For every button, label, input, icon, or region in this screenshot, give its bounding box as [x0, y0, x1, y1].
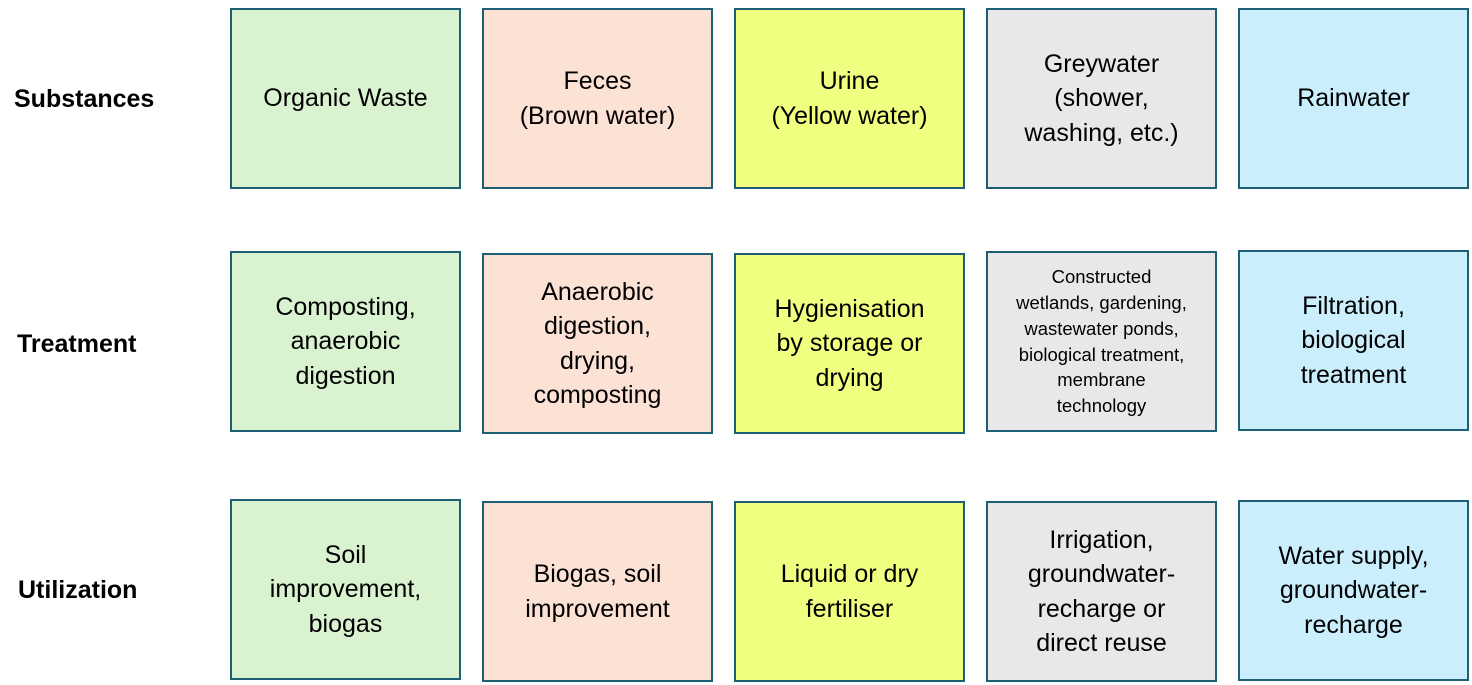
- treatment-greywater-box: Constructed wetlands, gardening, wastewa…: [986, 251, 1217, 432]
- row-label-utilization: Utilization: [18, 576, 138, 604]
- utilization-organic-waste-box: Soil improvement, biogas: [230, 499, 461, 680]
- substance-organic-waste-box: Organic Waste: [230, 8, 461, 189]
- utilization-rainwater-box: Water supply, groundwater- recharge: [1238, 500, 1469, 681]
- treatment-rainwater-box: Filtration, biological treatment: [1238, 250, 1469, 431]
- substance-greywater-box: Greywater (shower, washing, etc.): [986, 8, 1217, 189]
- substance-rainwater-box: Rainwater: [1238, 8, 1469, 189]
- utilization-feces-box: Biogas, soil improvement: [482, 501, 713, 682]
- treatment-organic-waste-box: Composting, anaerobic digestion: [230, 251, 461, 432]
- treatment-urine-box: Hygienisation by storage or drying: [734, 253, 965, 434]
- row-label-treatment: Treatment: [17, 330, 137, 358]
- row-label-substances: Substances: [14, 85, 155, 113]
- substance-urine-box: Urine (Yellow water): [734, 8, 965, 189]
- substance-feces-box: Feces (Brown water): [482, 8, 713, 189]
- treatment-feces-box: Anaerobic digestion, drying, composting: [482, 253, 713, 434]
- utilization-urine-box: Liquid or dry fertiliser: [734, 501, 965, 682]
- utilization-greywater-box: Irrigation, groundwater- recharge or dir…: [986, 501, 1217, 682]
